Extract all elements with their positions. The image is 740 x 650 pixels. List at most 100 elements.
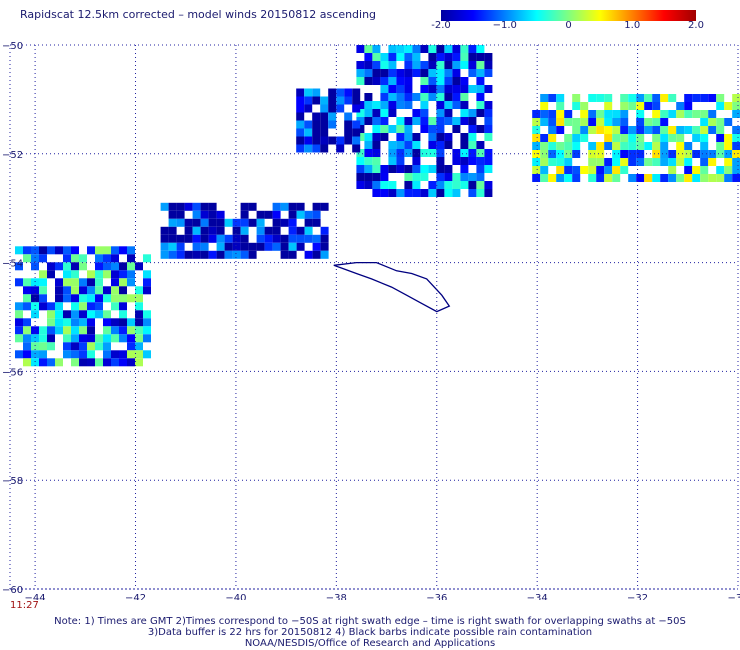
wind-cell — [532, 142, 541, 150]
wind-cell — [684, 102, 693, 110]
wind-cell — [556, 166, 565, 174]
wind-cell — [87, 318, 95, 327]
wind-cell — [364, 141, 373, 149]
wind-cell — [87, 342, 95, 351]
wind-cell — [288, 202, 297, 211]
wind-cell — [604, 158, 613, 166]
wind-cell — [55, 302, 63, 311]
wind-cell — [184, 250, 193, 259]
wind-cell — [31, 246, 39, 255]
wind-cell — [644, 102, 653, 110]
wind-cell — [103, 334, 111, 343]
wind-cell — [15, 350, 23, 359]
wind-map[interactable]: −44 −42 −40 −38 −36 −34 −32 −30 −50 −52 −54 −56 −58 −… — [0, 0, 740, 600]
wind-cell — [452, 53, 461, 61]
wind-cell — [39, 326, 47, 335]
wind-cell — [160, 226, 169, 235]
wind-cell — [47, 334, 55, 343]
wind-cell — [476, 45, 485, 53]
wind-cell — [532, 166, 541, 174]
wind-cell — [352, 96, 361, 105]
wind-cell — [55, 246, 63, 255]
wind-cell — [47, 326, 55, 335]
wind-cell — [540, 174, 549, 182]
wind-cell — [288, 210, 297, 219]
wind-cell — [272, 202, 281, 211]
wind-cell — [388, 69, 397, 77]
graticule: −44 −42 −40 −38 −36 −34 −32 −30 −50 −52 −54 −56 −58 −… — [2, 41, 740, 600]
wind-cell — [412, 117, 421, 125]
wind-cell — [119, 246, 127, 255]
wind-cell — [564, 110, 573, 118]
wind-cell — [420, 101, 429, 109]
wind-cell — [572, 118, 581, 126]
map-title: Rapidscat 12.5km corrected – model winds… — [20, 8, 377, 21]
wind-cell — [444, 69, 453, 77]
wind-cell — [135, 326, 143, 335]
wind-cell — [732, 126, 740, 134]
wind-cell — [604, 102, 613, 110]
wind-cell — [436, 117, 445, 125]
wind-cell — [79, 278, 87, 287]
wind-cell — [412, 133, 421, 141]
wind-cell — [87, 278, 95, 287]
wind-cell — [452, 157, 461, 165]
wind-cell — [396, 93, 405, 101]
wind-cell — [444, 101, 453, 109]
wind-cell — [304, 144, 313, 153]
wind-cell — [39, 294, 47, 303]
wind-cell — [160, 234, 169, 243]
wind-cell — [468, 109, 477, 117]
wind-cell — [296, 210, 305, 219]
wind-cell — [556, 102, 565, 110]
wind-cell — [444, 85, 453, 93]
wind-cell — [652, 94, 661, 102]
wind-cell — [596, 174, 605, 182]
wind-cell — [668, 110, 677, 118]
wind-cell — [364, 157, 373, 165]
wind-cell — [596, 150, 605, 158]
wind-cell — [135, 310, 143, 319]
wind-cell — [436, 133, 445, 141]
wind-cell — [356, 173, 365, 181]
wind-cell — [364, 45, 373, 53]
wind-cell — [312, 128, 321, 137]
wind-cell — [636, 126, 645, 134]
wind-cell — [444, 77, 453, 85]
wind-cell — [468, 181, 477, 189]
wind-cell — [428, 149, 437, 157]
wind-cell — [39, 254, 47, 263]
wind-cell — [95, 294, 103, 303]
wind-cell — [364, 69, 373, 77]
wind-cell — [364, 93, 373, 101]
wind-cell — [628, 126, 637, 134]
wind-cell — [444, 45, 453, 53]
wind-cell — [668, 158, 677, 166]
wind-cell — [79, 342, 87, 351]
wind-cell — [476, 149, 485, 157]
wind-cell — [388, 109, 397, 117]
wind-cell — [320, 242, 329, 251]
wind-cell — [39, 342, 47, 351]
wind-cell — [119, 270, 127, 279]
wind-cell — [668, 150, 677, 158]
wind-cell — [380, 173, 389, 181]
wind-cell — [452, 69, 461, 77]
wind-cell — [372, 133, 381, 141]
wind-cell — [356, 157, 365, 165]
wind-cell — [55, 286, 63, 295]
wind-cell — [460, 109, 469, 117]
wind-cell — [248, 242, 257, 251]
wind-cell — [272, 234, 281, 243]
wind-cell — [636, 150, 645, 158]
wind-cell — [476, 101, 485, 109]
wind-cell — [444, 181, 453, 189]
wind-cell — [160, 250, 169, 259]
wind-cell — [444, 141, 453, 149]
wind-cell — [224, 250, 233, 259]
wind-cell — [700, 166, 709, 174]
wind-cell — [135, 294, 143, 303]
wind-cell — [412, 173, 421, 181]
wind-cell — [412, 165, 421, 173]
wind-cell — [71, 326, 79, 335]
